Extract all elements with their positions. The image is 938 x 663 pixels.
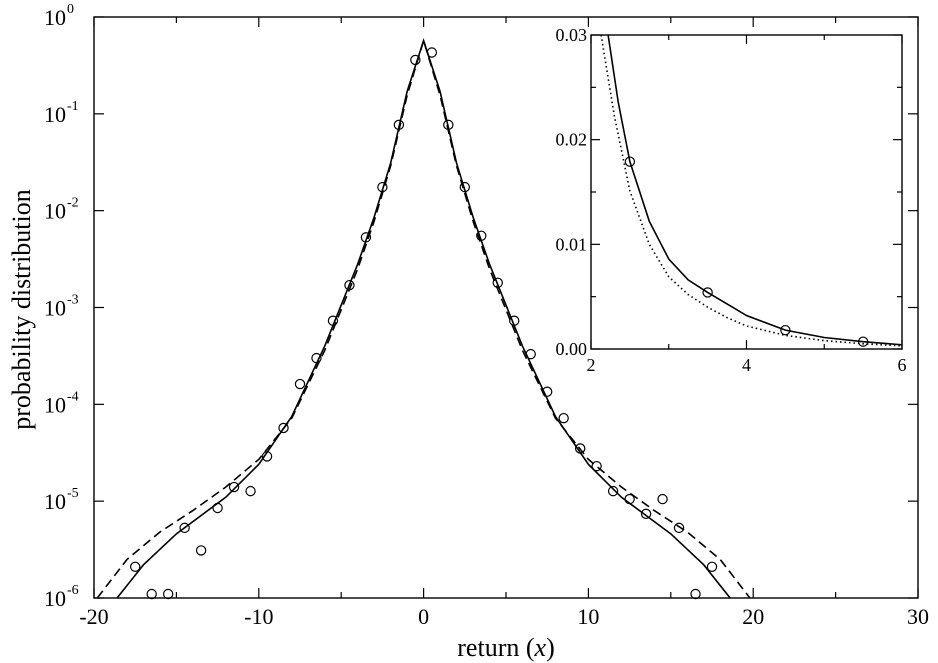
main-data-point	[509, 315, 520, 326]
main-data-point	[657, 493, 668, 505]
main-data-point	[228, 481, 240, 493]
main-data-point	[426, 47, 438, 58]
main-data-point	[311, 352, 322, 364]
main-data-point	[591, 460, 602, 472]
y-tick-label: 10	[44, 102, 66, 127]
main-data-point	[624, 493, 635, 505]
x-axis-title-close: )	[546, 633, 555, 662]
inset-data-point	[702, 287, 713, 298]
x-tick-label: -20	[79, 604, 108, 629]
main-data-point	[195, 545, 207, 556]
main-data-point	[558, 412, 569, 424]
main-series-dashed-line	[96, 37, 751, 598]
y-tick-label: 10	[44, 5, 66, 30]
inset-y-tick-label: 0.03	[556, 25, 588, 45]
x-tick-label: 30	[907, 604, 929, 629]
y-tick-label-exponent: -2	[67, 196, 79, 211]
y-tick-label-exponent: -3	[67, 293, 79, 308]
y-tick-label: 10	[44, 199, 66, 224]
inset-plot: 2 4 6 0.00 0.01 0.02 0.03	[556, 25, 907, 375]
main-data-point	[393, 119, 405, 131]
inset-y-tick-label: 0.01	[556, 234, 588, 254]
inset-background	[591, 35, 902, 349]
inset-x-tick-label: 4	[742, 355, 751, 375]
y-axis-title: probability distribution	[7, 189, 36, 430]
x-axis-title: return (x)	[457, 633, 554, 662]
inset-data-point	[780, 324, 791, 336]
main-data-point	[459, 181, 470, 193]
main-data-point	[706, 561, 718, 573]
main-data-point	[261, 451, 273, 462]
main-data-point	[542, 386, 553, 397]
main-data-point	[410, 54, 421, 66]
main-data-point	[443, 119, 454, 131]
main-data-point	[525, 348, 536, 360]
y-tick-label-exponent: -4	[67, 389, 79, 404]
inset-data-point	[857, 336, 869, 347]
y-tick-label: 10	[44, 489, 66, 514]
main-data-point	[327, 315, 339, 326]
x-axis-title-text: return (	[457, 633, 534, 662]
y-tick-label-exponent: -6	[67, 583, 79, 598]
main-data-point	[162, 588, 174, 600]
x-axis-title-variable: x	[534, 633, 547, 662]
main-data-point	[146, 588, 157, 600]
main-data-point	[690, 588, 701, 600]
inset-series-solid-line	[607, 35, 902, 346]
main-series-solid-line	[116, 38, 731, 598]
y-tick-label: 10	[44, 296, 66, 321]
inset-y-tick-label: 0.02	[556, 130, 588, 150]
y-tick-label-exponent: 0	[67, 2, 74, 17]
main-data-point	[640, 508, 652, 520]
main-data-point	[344, 279, 355, 291]
inset-x-tick-label: 2	[587, 355, 596, 375]
x-tick-label: 10	[577, 604, 599, 629]
inset-series-dotted-line	[600, 35, 902, 347]
inset-data-point	[624, 156, 636, 167]
main-data-point	[377, 181, 388, 193]
y-tick-label: 10	[44, 392, 66, 417]
main-data-point	[278, 422, 289, 434]
main-data-point	[212, 502, 223, 514]
x-tick-label: 0	[418, 604, 429, 629]
y-tick-label-exponent: -5	[67, 486, 79, 501]
main-data-point	[574, 443, 586, 454]
inset-x-tick-label: 6	[898, 355, 907, 375]
x-tick-label: 20	[742, 604, 764, 629]
x-tick-label: -10	[244, 604, 273, 629]
main-data-point	[294, 378, 306, 390]
main-data-point	[607, 485, 619, 497]
main-data-point	[476, 230, 487, 242]
main-data-point	[129, 561, 141, 573]
main-data-point	[360, 232, 372, 243]
main-data-point	[179, 522, 190, 534]
y-tick-label: 10	[44, 586, 66, 611]
main-data-point	[492, 277, 503, 288]
main-data-point	[673, 522, 685, 534]
inset-y-tick-label: 0.00	[556, 339, 588, 359]
main-data-point	[245, 485, 256, 497]
y-tick-label-exponent: -1	[67, 99, 79, 114]
